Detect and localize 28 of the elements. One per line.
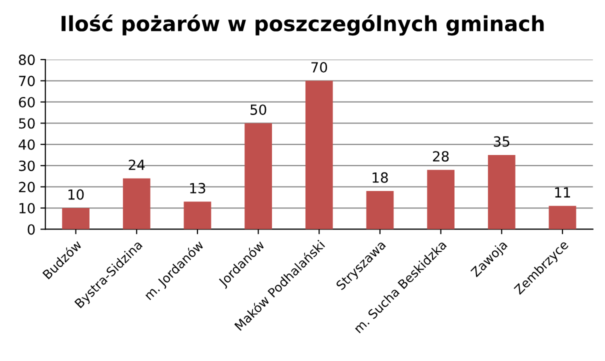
data-label: 18 xyxy=(372,172,388,183)
y-tick-label: 60 xyxy=(18,96,35,108)
chart-title: Ilość pożarów w poszczególnych gminach xyxy=(62,14,544,36)
y-tick-label: 30 xyxy=(19,160,35,172)
y-tick-label: 10 xyxy=(20,202,35,214)
data-label: 35 xyxy=(494,136,510,147)
bar xyxy=(366,191,394,230)
y-tick-label: 70 xyxy=(19,76,35,86)
data-label: 28 xyxy=(432,151,449,162)
bar xyxy=(62,208,90,230)
y-tick-label: 50 xyxy=(19,118,35,129)
y-tick-label: 20 xyxy=(18,182,35,192)
data-label: 11 xyxy=(555,187,570,198)
bar xyxy=(184,202,212,230)
data-label: 70 xyxy=(311,62,328,73)
y-tick-label: 40 xyxy=(18,139,35,150)
bar xyxy=(488,155,516,230)
bar xyxy=(305,80,333,230)
bar xyxy=(122,178,150,230)
data-label: 24 xyxy=(128,160,145,170)
bar xyxy=(427,170,454,230)
bar xyxy=(548,206,576,230)
bar xyxy=(244,123,272,230)
data-label: 50 xyxy=(250,104,266,115)
y-tick-label: 80 xyxy=(18,54,35,66)
data-label: 13 xyxy=(190,182,206,194)
data-label: 10 xyxy=(68,189,84,200)
y-tick-label: 0 xyxy=(28,224,35,235)
